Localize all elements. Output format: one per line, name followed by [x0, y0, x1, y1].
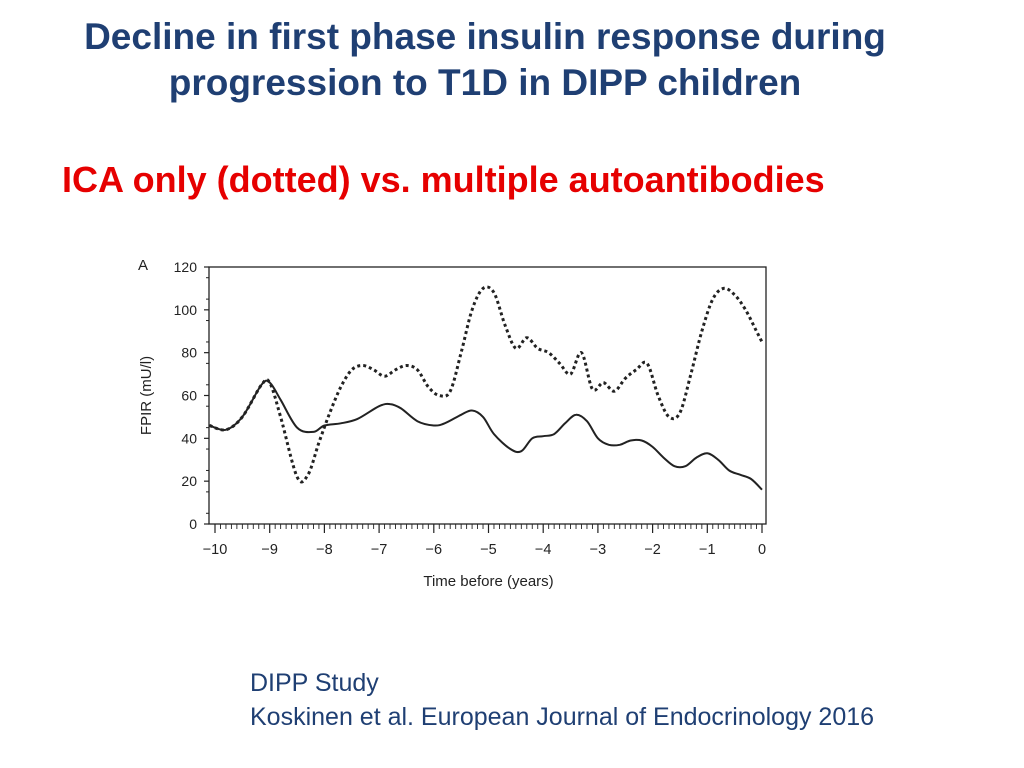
- y-tick-label: 100: [174, 302, 198, 318]
- x-tick-label: −9: [261, 542, 278, 558]
- x-tick-label: −10: [203, 542, 228, 558]
- panel-label: A: [138, 257, 148, 274]
- slide-title: Decline in first phase insulin response …: [0, 14, 970, 106]
- x-tick-label: −4: [535, 542, 552, 558]
- y-tick-label: 80: [181, 345, 197, 361]
- x-axis-title: Time before (years): [423, 573, 553, 590]
- title-line-2: progression to T1D in DIPP children: [168, 62, 802, 103]
- multiple-autoantibodies-series-line: [209, 379, 763, 491]
- y-axis-title: FPIR (mU/l): [138, 356, 155, 435]
- x-tick-label: −6: [426, 542, 443, 558]
- plot-frame: [208, 266, 767, 525]
- source-study: DIPP Study: [250, 669, 379, 697]
- x-tick-label: −3: [590, 542, 607, 558]
- y-tick-label: 40: [181, 430, 197, 446]
- source-reference: Koskinen et al. European Journal of Endo…: [250, 703, 875, 731]
- y-tick-label: 60: [181, 388, 197, 404]
- y-tick-label: 0: [189, 516, 197, 532]
- x-tick-label: −8: [316, 542, 333, 558]
- x-tick-label: −5: [480, 542, 497, 558]
- slide-subtitle: ICA only (dotted) vs. multiple autoantib…: [62, 159, 825, 200]
- title-line-1: Decline in first phase insulin response …: [84, 16, 886, 57]
- source-citation: DIPP Study Koskinen et al. European Jour…: [250, 666, 874, 734]
- ica-only-series-line: [209, 285, 764, 484]
- x-tick-label: −2: [644, 542, 661, 558]
- x-tick-label: −7: [371, 542, 388, 558]
- x-tick-label: −1: [699, 542, 716, 558]
- x-tick-label: 0: [758, 542, 766, 558]
- y-tick-label: 20: [181, 473, 197, 489]
- y-tick-label: 120: [174, 259, 198, 275]
